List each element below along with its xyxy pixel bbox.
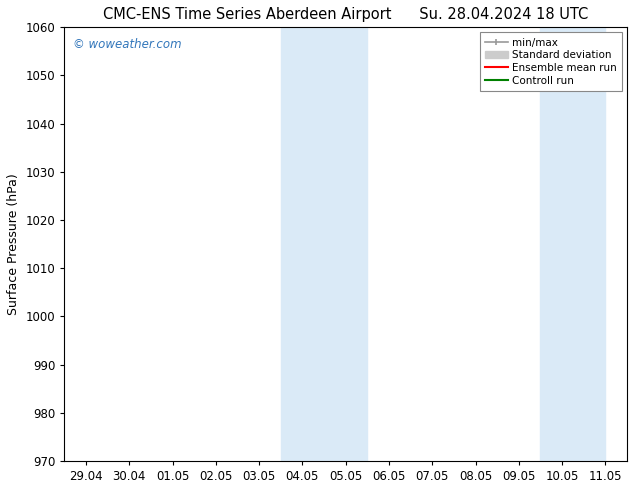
Legend: min/max, Standard deviation, Ensemble mean run, Controll run: min/max, Standard deviation, Ensemble me… bbox=[479, 32, 622, 91]
Y-axis label: Surface Pressure (hPa): Surface Pressure (hPa) bbox=[7, 173, 20, 315]
Text: © woweather.com: © woweather.com bbox=[73, 38, 181, 51]
Bar bbox=[540, 27, 605, 461]
Bar bbox=[281, 27, 367, 461]
Title: CMC-ENS Time Series Aberdeen Airport      Su. 28.04.2024 18 UTC: CMC-ENS Time Series Aberdeen Airport Su.… bbox=[103, 7, 588, 22]
